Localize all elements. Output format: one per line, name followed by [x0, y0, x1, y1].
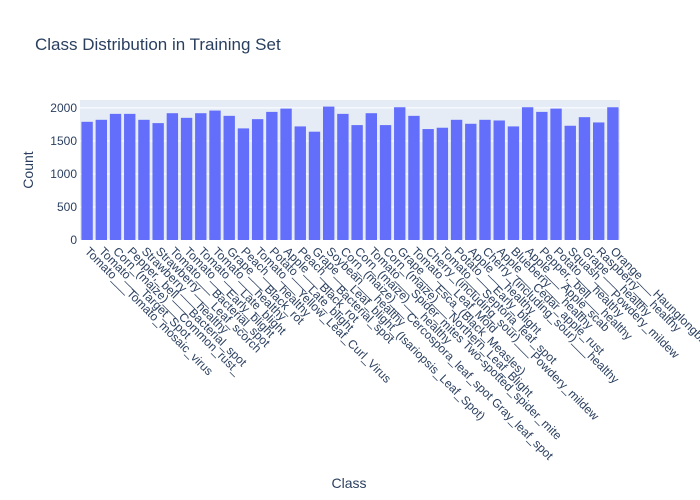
- bar: [251, 119, 264, 240]
- bar: [593, 122, 605, 240]
- bar: [507, 126, 520, 240]
- bar: [95, 119, 107, 240]
- bar: [223, 115, 235, 240]
- bar: [294, 126, 306, 240]
- bar: [379, 125, 392, 240]
- x-axis-label: Class: [331, 475, 366, 491]
- bar: [436, 127, 449, 240]
- bar: [351, 125, 363, 240]
- y-axis-label: Count: [20, 151, 36, 188]
- bar: [521, 107, 534, 240]
- y-tick-label: 1000: [50, 167, 77, 181]
- bar: [166, 113, 179, 240]
- bar: [266, 111, 278, 240]
- bar: [280, 108, 292, 241]
- bar: [578, 117, 591, 240]
- bar: [422, 129, 434, 240]
- chart-title: Class Distribution in Training Set: [35, 35, 281, 54]
- bar: [408, 115, 420, 240]
- bar: [81, 121, 93, 240]
- bar: [394, 107, 406, 240]
- bar: [450, 119, 463, 240]
- bar: [479, 119, 491, 240]
- bar: [308, 131, 321, 240]
- bar: [124, 113, 136, 240]
- bar: [337, 113, 349, 240]
- y-tick-label: 2000: [50, 101, 77, 115]
- bar: [564, 125, 576, 240]
- bar: [323, 106, 335, 240]
- bar: [493, 120, 505, 240]
- y-tick-label: 500: [57, 200, 77, 214]
- bar: [465, 123, 477, 240]
- bar: [237, 128, 250, 240]
- bar: [607, 107, 619, 240]
- bar: [209, 110, 221, 240]
- bar: [365, 113, 377, 240]
- bar: [536, 111, 548, 240]
- bar: [550, 108, 562, 241]
- bar: [195, 113, 207, 240]
- y-tick-label: 0: [70, 233, 77, 247]
- bar: [138, 119, 150, 240]
- bar: [109, 113, 122, 240]
- y-tick-label: 1500: [50, 134, 77, 148]
- bar: [180, 117, 193, 240]
- bar: [152, 123, 164, 240]
